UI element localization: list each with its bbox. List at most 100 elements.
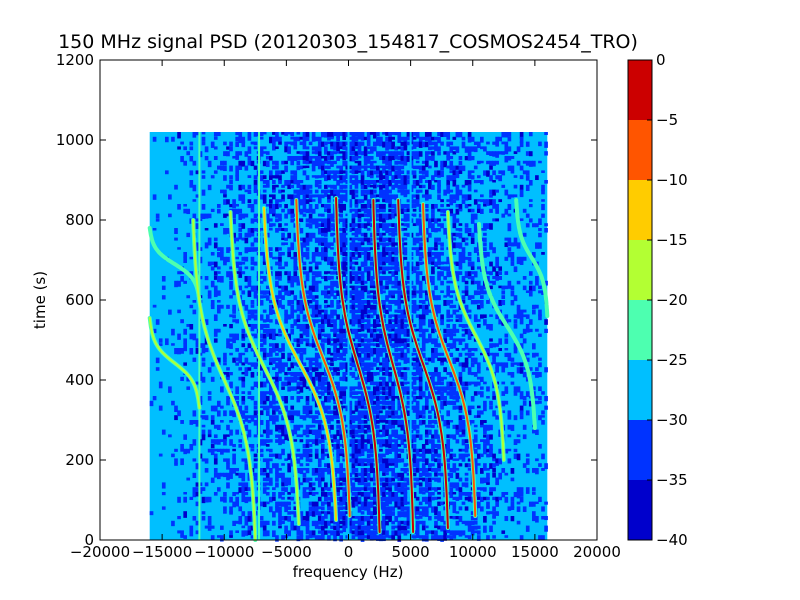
noise-cell	[394, 314, 399, 320]
noise-cell	[418, 511, 423, 516]
noise-cell	[342, 184, 347, 189]
noise-cell	[428, 156, 432, 161]
noise-cell	[339, 141, 343, 148]
noise-cell	[434, 516, 438, 520]
noise-cell	[201, 458, 206, 462]
noise-cell	[351, 295, 356, 301]
noise-cell	[492, 204, 496, 209]
noise-cell	[400, 525, 405, 531]
noise-cell	[434, 458, 438, 463]
noise-cell	[357, 290, 362, 297]
noise-cell	[314, 453, 319, 459]
noise-cell	[360, 232, 365, 237]
noise-cell	[369, 328, 374, 335]
noise-cell	[467, 228, 472, 233]
noise-cell	[275, 352, 279, 356]
noise-cell	[385, 256, 389, 263]
noise-cell	[250, 261, 255, 265]
noise-cell	[385, 189, 389, 195]
noise-cell	[412, 199, 417, 204]
noise-cell	[351, 276, 356, 281]
noise-cell	[314, 300, 319, 306]
noise-cell	[385, 151, 389, 154]
noise-cell	[437, 352, 441, 356]
noise-cell	[351, 410, 356, 414]
noise-cell	[400, 290, 405, 297]
noise-cell	[372, 304, 377, 311]
noise-cell	[284, 314, 288, 321]
noise-cell	[357, 199, 362, 204]
noise-cell	[412, 213, 417, 217]
noise-cell	[320, 228, 325, 235]
noise-cell	[489, 338, 493, 342]
noise-cell	[415, 261, 420, 267]
noise-cell	[369, 376, 374, 382]
noise-cell	[388, 204, 392, 208]
noise-cell	[305, 271, 310, 277]
noise-cell	[403, 429, 408, 435]
noise-cell	[458, 477, 463, 482]
noise-cell	[324, 232, 328, 237]
noise-cell	[480, 160, 484, 164]
noise-cell	[311, 396, 316, 402]
noise-cell	[336, 444, 340, 450]
noise-cell	[348, 256, 353, 263]
noise-cell	[213, 146, 218, 150]
noise-cell	[424, 530, 429, 536]
noise-cell	[382, 189, 386, 196]
noise-cell	[308, 223, 313, 229]
noise-cell	[351, 180, 356, 185]
noise-cell	[265, 314, 270, 320]
noise-cell	[336, 352, 340, 357]
noise-cell	[348, 309, 353, 314]
noise-cell	[434, 477, 438, 482]
noise-cell	[461, 420, 466, 427]
noise-cell	[259, 338, 264, 342]
noise-cell	[308, 410, 313, 415]
noise-cell	[320, 520, 325, 525]
noise-cell	[265, 520, 270, 525]
noise-cell	[464, 520, 469, 526]
noise-cell	[388, 256, 392, 262]
noise-cell	[268, 386, 273, 392]
noise-cell	[241, 184, 246, 190]
noise-cell	[250, 396, 255, 401]
noise-cell	[287, 530, 291, 537]
noise-cell	[431, 156, 435, 161]
noise-cell	[400, 501, 405, 508]
noise-cell	[320, 372, 325, 376]
noise-cell	[446, 271, 451, 278]
noise-cell	[437, 132, 441, 137]
noise-cell	[235, 151, 239, 158]
noise-cell	[394, 204, 399, 210]
noise-cell	[345, 146, 350, 151]
noise-cell	[351, 141, 356, 148]
noise-cell	[400, 448, 405, 453]
noise-cell	[437, 242, 441, 245]
noise-cell	[369, 501, 374, 508]
noise-cell	[424, 468, 429, 473]
noise-cell	[366, 151, 371, 154]
noise-cell	[406, 400, 411, 405]
noise-cell	[412, 242, 417, 246]
noise-cell	[458, 376, 463, 384]
noise-cell	[382, 271, 386, 275]
noise-cell	[400, 511, 405, 518]
noise-cell	[446, 328, 451, 334]
noise-cell	[189, 156, 194, 162]
noise-cell	[363, 165, 368, 171]
noise-cell	[379, 324, 383, 327]
noise-cell	[299, 300, 304, 306]
noise-cell	[311, 309, 316, 317]
noise-cell	[360, 492, 365, 497]
noise-cell	[363, 256, 368, 264]
noise-cell	[473, 463, 478, 469]
noise-cell	[366, 372, 371, 378]
noise-cell	[308, 448, 313, 453]
noise-cell	[476, 444, 481, 450]
noise-cell	[483, 228, 487, 231]
noise-cell	[213, 314, 218, 321]
noise-cell	[403, 266, 408, 271]
noise-cell	[412, 237, 417, 243]
noise-cell	[345, 261, 350, 266]
